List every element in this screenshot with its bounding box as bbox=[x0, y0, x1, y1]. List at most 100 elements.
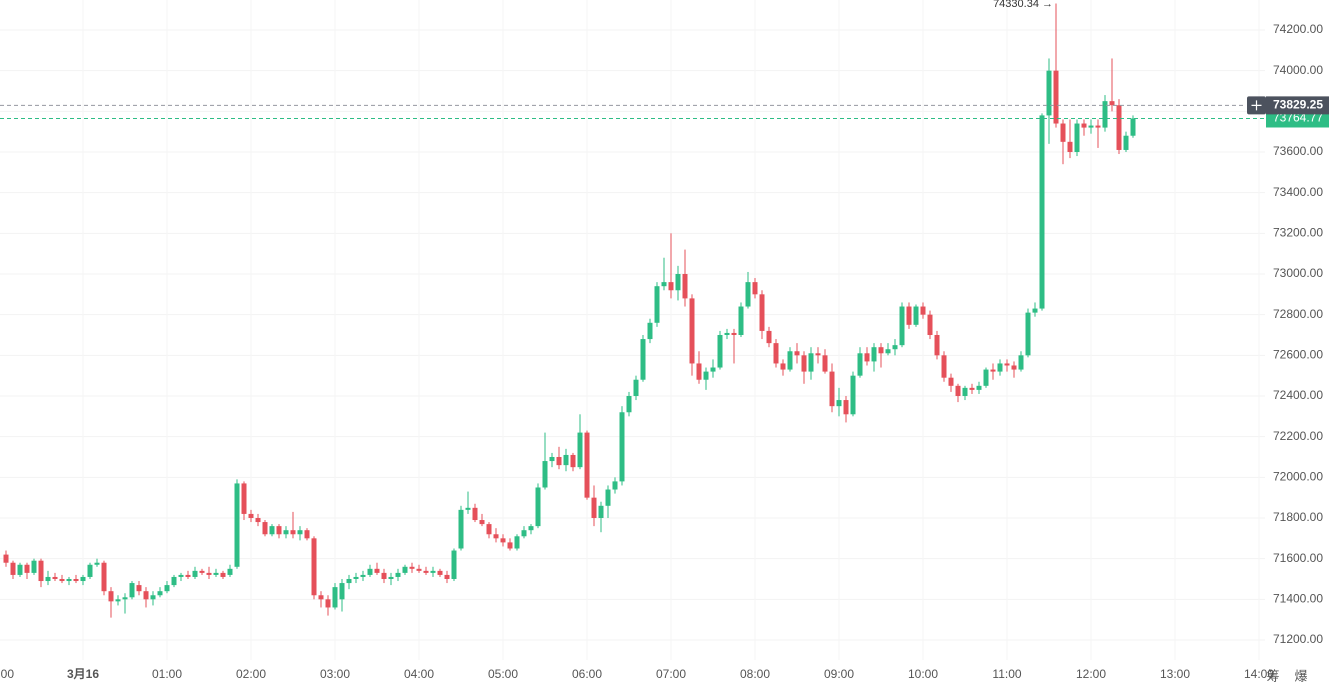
candle-body bbox=[549, 456, 555, 462]
candle-body bbox=[941, 355, 947, 378]
candle-body bbox=[248, 513, 254, 518]
candle-body bbox=[451, 550, 457, 579]
candle-body bbox=[948, 377, 954, 386]
candle-body bbox=[766, 330, 772, 344]
candle-body bbox=[318, 595, 324, 600]
candle-body bbox=[598, 505, 604, 518]
candle-body bbox=[472, 507, 478, 521]
x-tick-label: 06:00 bbox=[572, 667, 602, 681]
candle-body bbox=[780, 363, 786, 370]
candles bbox=[3, 3, 1136, 618]
y-tick-label: 73000.00 bbox=[1273, 266, 1323, 280]
candle-body bbox=[1074, 123, 1080, 152]
candle-body bbox=[563, 454, 569, 466]
candle-body bbox=[1032, 308, 1038, 313]
candle-body bbox=[220, 572, 226, 577]
candle-body bbox=[1081, 123, 1087, 128]
candle-body bbox=[801, 355, 807, 372]
candle-body bbox=[1067, 141, 1073, 152]
y-tick-label: 72600.00 bbox=[1273, 347, 1323, 361]
y-tick-label: 72400.00 bbox=[1273, 388, 1323, 402]
candle-body bbox=[1053, 70, 1059, 124]
candle-body bbox=[500, 538, 506, 543]
candle-body bbox=[654, 286, 660, 323]
candle-body bbox=[829, 371, 835, 407]
y-tick-label: 71600.00 bbox=[1273, 551, 1323, 565]
candle-body bbox=[430, 570, 436, 573]
candle-body bbox=[773, 343, 779, 364]
candle-body bbox=[724, 332, 730, 335]
x-tick-label: 14:00 bbox=[1244, 667, 1274, 681]
add-alert-icon[interactable] bbox=[1251, 100, 1262, 111]
corner-icon[interactable]: 爆 bbox=[1294, 668, 1307, 683]
candle-body bbox=[94, 562, 100, 565]
candle-body bbox=[143, 591, 149, 600]
candle-body bbox=[283, 530, 289, 535]
candle-body bbox=[535, 487, 541, 527]
candle-body bbox=[745, 282, 751, 307]
candle-body bbox=[983, 369, 989, 386]
candle-body bbox=[857, 353, 863, 376]
candle-body bbox=[185, 574, 191, 577]
y-tick-label: 73600.00 bbox=[1273, 144, 1323, 158]
candle-body bbox=[178, 574, 184, 577]
candle-body bbox=[619, 412, 625, 482]
x-tick-label: 07:00 bbox=[656, 667, 686, 681]
x-tick-label: 02:00 bbox=[236, 667, 266, 681]
candle-body bbox=[507, 542, 513, 549]
candle-body bbox=[1116, 105, 1122, 150]
candle-body bbox=[388, 576, 394, 579]
candle-body bbox=[367, 568, 373, 575]
candle-body bbox=[199, 570, 205, 573]
candle-body bbox=[1011, 365, 1017, 370]
x-tick-label: 13:00 bbox=[1160, 667, 1190, 681]
candle-body bbox=[556, 456, 562, 466]
candle-body bbox=[605, 489, 611, 506]
candle-body bbox=[1123, 135, 1129, 150]
x-tick-label: 09:00 bbox=[824, 667, 854, 681]
candle-body bbox=[150, 595, 156, 600]
candle-body bbox=[969, 387, 975, 390]
candle-body bbox=[353, 576, 359, 579]
candle-body bbox=[1095, 125, 1101, 128]
candle-body bbox=[577, 432, 583, 468]
candle-body bbox=[129, 583, 135, 598]
candle-body bbox=[822, 355, 828, 372]
candle-body bbox=[612, 481, 618, 490]
candle-body bbox=[843, 400, 849, 415]
candle-body bbox=[171, 576, 177, 586]
candle-body bbox=[899, 306, 905, 346]
candle-body bbox=[395, 572, 401, 577]
candle-body bbox=[479, 520, 485, 525]
candle-body bbox=[136, 585, 142, 592]
candle-body bbox=[52, 576, 58, 579]
corner-icon[interactable]: 筹 bbox=[1266, 668, 1279, 683]
add-alert-button[interactable] bbox=[1247, 96, 1266, 115]
candle-body bbox=[696, 363, 702, 380]
candle-body bbox=[66, 578, 72, 582]
candle-body bbox=[731, 332, 737, 335]
candle-body bbox=[122, 597, 128, 600]
candle-body bbox=[836, 400, 842, 407]
candle-body bbox=[794, 351, 800, 356]
candle-body bbox=[850, 375, 856, 415]
candle-body bbox=[24, 564, 30, 573]
x-tick-label: 23:00 bbox=[0, 667, 14, 681]
candle-body bbox=[1039, 115, 1045, 309]
candle-body bbox=[374, 568, 380, 573]
candle-body bbox=[1046, 70, 1052, 116]
candle-body bbox=[703, 371, 709, 380]
candle-body bbox=[493, 534, 499, 539]
x-tick-label: 08:00 bbox=[740, 667, 770, 681]
candle-body bbox=[633, 379, 639, 396]
candle-body bbox=[38, 560, 44, 582]
candle-body bbox=[381, 572, 387, 579]
candle-body bbox=[675, 273, 681, 291]
y-tick-label: 71400.00 bbox=[1273, 591, 1323, 605]
x-tick-label: 3月16 bbox=[67, 667, 99, 681]
candle-body bbox=[192, 570, 198, 577]
candle-body bbox=[717, 334, 723, 368]
